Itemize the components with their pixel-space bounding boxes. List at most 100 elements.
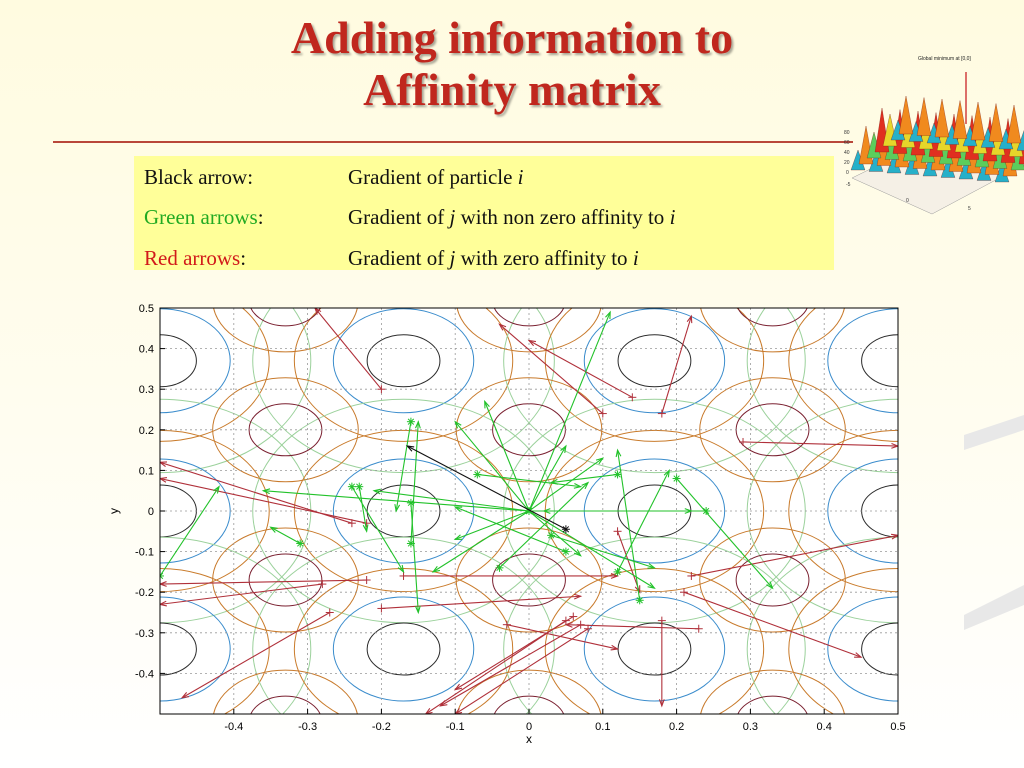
red-arrow [661,315,692,414]
thumb-z-label-0: 0 [846,170,849,176]
legend-label-green: Green arrows: [144,205,264,229]
surface-peak [934,98,950,138]
contour-ellipse [160,596,231,702]
green-arrow [617,470,670,573]
red-arrow [381,595,581,609]
green-arrow-head [362,524,369,533]
axis-ticks: -0.4 -0.3 -0.2 -0.1 0 0.1 0.2 0.3 0.4 0.5 0.5 0.4 0.… [135,303,906,733]
x-tick-label: 0.3 [743,721,758,733]
x-tick-label: -0.2 [372,721,391,733]
contour-ellipse [250,695,321,714]
thumb-z-label-40: 40 [844,150,850,156]
contour-ellipse [332,596,475,702]
green-arrow-marker [474,471,481,478]
thumbnail-surface [850,95,1024,183]
red-arrow [181,612,331,699]
green-arrow-head [581,481,590,490]
red-arrow-head [160,461,168,467]
x-tick-label: -0.1 [446,721,465,733]
green-arrow [351,486,405,573]
red-arrow [683,591,862,658]
surface-peak [952,100,968,139]
contour-ellipse [544,567,765,714]
thumb-z-label-60: 60 [844,140,850,146]
green-arrow [454,506,567,553]
x-tick-label: 0.5 [890,721,905,733]
title-line-1: Adding information to [290,12,734,63]
green-arrow [528,311,611,512]
green-arrow-head [453,534,463,540]
contour-ellipse [160,308,270,442]
red-arrow-head [160,581,167,587]
red-arrow [440,624,581,707]
green-arrow-head [766,581,774,590]
red-arrows [160,308,898,714]
green-arrow-head [431,566,441,573]
decorative-shapes [964,415,1024,630]
green-arrow [528,445,567,512]
green-arrow-marker [407,418,415,425]
contour-ellipse [503,308,806,474]
x-axis-label: x [526,732,532,746]
green-arrow [477,473,581,488]
red-arrow-head [564,621,573,628]
y-tick-label: -0.1 [135,547,154,559]
green-arrow-head [560,444,567,454]
green-arrow [410,502,419,613]
title-line-2: Affinity matrix [363,64,661,115]
green-arrow [454,421,530,512]
green-arrow [550,534,655,569]
red-arrow-head [180,692,190,699]
y-tick-label: -0.2 [135,587,154,599]
surface-peak [970,101,986,141]
contour-ellipse [493,308,565,327]
slide-title: Adding information to Affinity matrix [180,12,844,116]
contour-ellipse [735,553,810,607]
y-tick-label: -0.4 [135,668,154,680]
red-arrow [160,583,323,605]
green-arrow-head [595,457,605,465]
green-arrow-marker [496,564,503,572]
x-tick-label: -0.4 [224,721,243,733]
green-arrow [528,510,582,557]
contour-ellipse [617,334,692,388]
green-arrow-head [484,399,490,409]
contour-ellipse [583,596,726,702]
green-arrow-marker [702,507,710,515]
red-arrow-head [160,477,168,483]
green-arrow [432,510,530,573]
x-tick-label: -0.3 [298,721,317,733]
green-arrow-head [542,508,551,514]
green-arrow-head [573,482,583,489]
contour-ellipse [293,429,514,593]
green-arrow [373,490,530,512]
legend-label-black: Black arrow: [144,165,254,189]
contour-ellipse [160,308,231,414]
legend-box: Black arrow: Gradient of particle i Gree… [134,156,834,270]
green-arrows [160,310,774,615]
green-arrow-head [605,310,611,320]
green-arrow [528,510,655,589]
x-tick-label: 0.4 [817,721,832,733]
green-arrow-marker [562,548,570,555]
thumb-x-label-5: 5 [968,206,971,212]
green-arrow-head [453,506,463,513]
green-arrow-head [372,488,381,495]
red-arrow [499,323,604,414]
legend-desc-red: Gradient of j with zero affinity to i [348,246,639,270]
y-tick-label: 0.1 [139,465,154,477]
green-arrow-head [615,448,622,458]
contour-ellipse [583,308,726,414]
red-arrow [743,441,898,447]
red-arrow [617,531,641,593]
green-arrow-marker [525,507,533,515]
green-arrow [484,401,530,512]
thumb-x-label-neg5: -5 [846,182,851,188]
red-arrow-head [453,683,463,691]
green-arrow [395,421,412,512]
green-arrow [676,478,773,589]
deco-shape-top [964,415,1024,450]
contour-ellipse [252,308,555,474]
green-arrow-marker [160,572,164,577]
x-tick-label: 0.2 [669,721,684,733]
